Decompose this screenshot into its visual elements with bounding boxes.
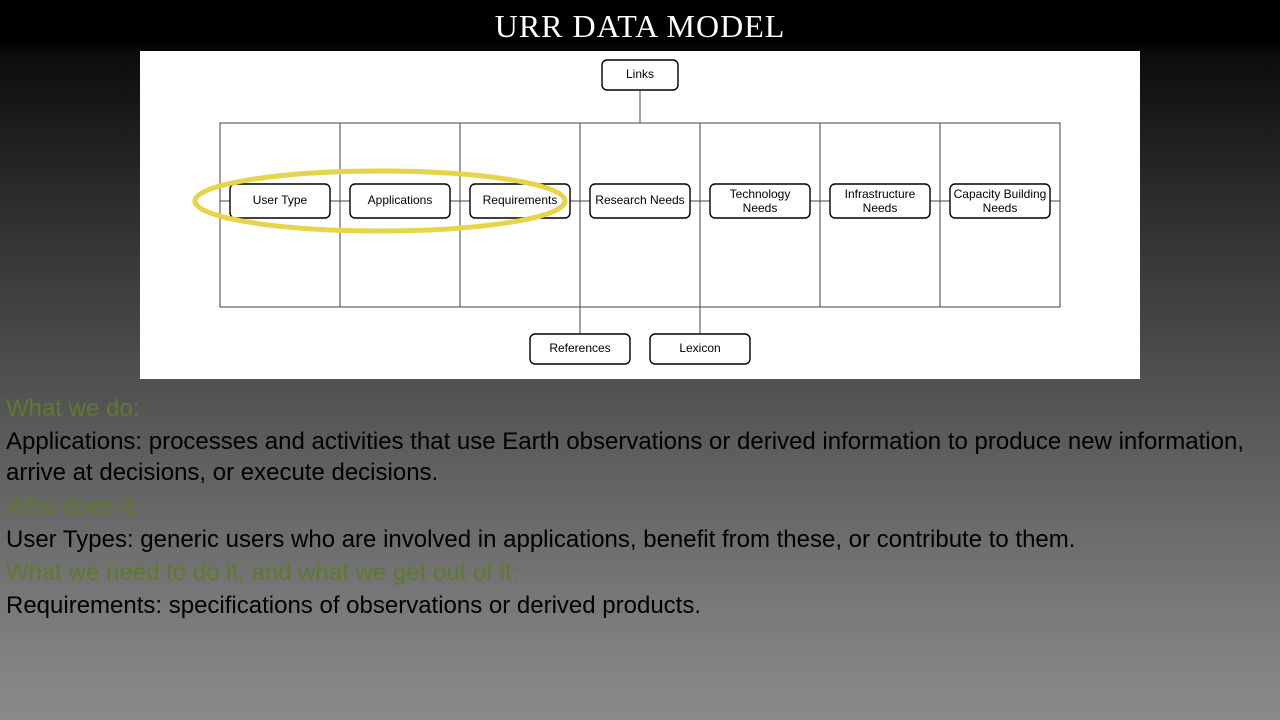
svg-text:Needs: Needs — [983, 201, 1018, 215]
description-block: What we do: Applications: processes and … — [0, 379, 1280, 621]
node-col-1: Applications — [350, 184, 450, 218]
svg-text:Needs: Needs — [743, 201, 778, 215]
desc-requirements: Requirements: specifications of observat… — [6, 590, 1274, 621]
svg-text:Applications: Applications — [368, 193, 433, 207]
svg-text:Capacity Building: Capacity Building — [954, 187, 1047, 201]
svg-text:Lexicon: Lexicon — [679, 341, 720, 355]
svg-text:Research Needs: Research Needs — [595, 193, 684, 207]
node-links: Links — [602, 60, 678, 90]
node-col-3: Research Needs — [590, 184, 690, 218]
svg-text:Technology: Technology — [730, 187, 791, 201]
node-col-0: User Type — [230, 184, 330, 218]
svg-text:References: References — [549, 341, 610, 355]
node-col-4: TechnologyNeeds — [710, 184, 810, 218]
svg-text:Needs: Needs — [863, 201, 898, 215]
svg-text:Requirements: Requirements — [483, 193, 558, 207]
svg-text:Links: Links — [626, 67, 654, 81]
svg-text:User Type: User Type — [253, 193, 308, 207]
page-title: URR DATA MODEL — [495, 8, 786, 44]
diagram-container: Links User Type Applications Requirements Re… — [140, 51, 1140, 379]
heading-what-we-do: What we do: — [6, 393, 1274, 424]
svg-text:Infrastructure: Infrastructure — [845, 187, 916, 201]
urr-diagram-svg: Links User Type Applications Requirements Re… — [140, 51, 1140, 379]
title-bar: URR DATA MODEL — [0, 0, 1280, 51]
node-col-6: Capacity BuildingNeeds — [950, 184, 1050, 218]
heading-who: Who does it: — [6, 491, 1274, 522]
heading-need: What we need to do it, and what we get o… — [6, 557, 1274, 588]
node-col-5: InfrastructureNeeds — [830, 184, 930, 218]
desc-applications: Applications: processes and activities t… — [6, 426, 1274, 488]
node-bottom-0: References — [530, 334, 630, 364]
desc-user-types: User Types: generic users who are involv… — [6, 524, 1274, 555]
node-bottom-1: Lexicon — [650, 334, 750, 364]
